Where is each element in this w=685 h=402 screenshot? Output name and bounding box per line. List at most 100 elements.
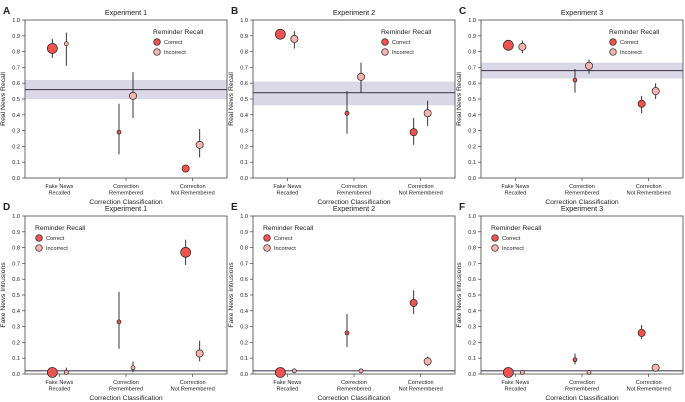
panel-c: C Experiment 3 0.0 0.1 0.2 0.3 0.4 0.5 0.6 0.7 0.8… (456, 6, 684, 206)
x-tick-label: Correction Not Remembered (627, 380, 671, 393)
x-tick-label: Fake News Recalled (45, 380, 73, 393)
data-point-correct (116, 129, 122, 135)
y-tick-label: 0.1 (240, 160, 248, 166)
legend-entry-incorrect: Incorrect (46, 246, 68, 252)
y-tick-label: 0.6 (468, 81, 476, 87)
x-tick-label: Correction Not Remembered (399, 184, 443, 197)
y-tick-label: 0.7 (240, 65, 248, 71)
y-tick-label: 0.0 (240, 176, 248, 182)
x-tick-label: Correction Remembered (109, 380, 143, 393)
y-tick-label: 0.2 (468, 340, 476, 346)
x-tick-label-line: Correction (408, 380, 434, 386)
data-point-incorrect (423, 357, 432, 366)
x-tick-label-line: Fake News (501, 380, 529, 386)
y-tick-label: 1.0 (240, 18, 248, 24)
x-tick-label-line: Correction (113, 380, 139, 386)
x-tick-label-line: Recalled (504, 387, 526, 393)
x-tick-label-line: Remembered (565, 191, 599, 197)
data-point-incorrect (291, 368, 297, 374)
data-point-correct (180, 246, 192, 258)
y-tick-label: 0.9 (240, 34, 248, 40)
data-point-incorrect (357, 72, 365, 81)
legend-entry-correct: Correct (392, 40, 411, 46)
y-tick-label: 0.8 (468, 246, 476, 252)
y-tick-label: 0.4 (12, 113, 20, 119)
y-axis-label: Fake News Intrusions (228, 262, 235, 328)
x-tick-label-line: Recalled (504, 191, 526, 197)
legend-entry-incorrect: Incorrect (392, 50, 414, 56)
x-tick-label: Fake News Recalled (45, 184, 73, 197)
x-tick-label-line: Not Remembered (171, 387, 215, 393)
y-tick-label: 1.0 (240, 214, 248, 220)
data-point-incorrect (586, 370, 592, 375)
panel-letter: C (459, 6, 466, 17)
x-tick-label-line: Not Remembered (627, 191, 671, 197)
legend-marker-incorrect (491, 244, 499, 252)
data-point-incorrect (129, 91, 137, 100)
y-tick-label: 0.5 (468, 97, 476, 103)
legend-marker-incorrect (609, 48, 617, 56)
x-axis-label: Correction Classification (89, 199, 163, 206)
y-tick-label: 0.2 (240, 144, 248, 150)
data-point-correct (344, 110, 350, 116)
panel-title: Experiment 3 (561, 204, 603, 213)
x-tick-label: Fake News Recalled (501, 380, 529, 393)
x-axis-label: Correction Classification (317, 199, 391, 206)
data-point-incorrect (63, 370, 69, 375)
x-tick-label-line: Remembered (337, 387, 371, 393)
y-axis-label: Fake News Intrusions (456, 262, 463, 328)
y-tick-label: 0.8 (240, 246, 248, 252)
y-tick-label: 0.0 (468, 372, 476, 378)
x-tick-label-line: Recalled (48, 387, 70, 393)
panel-a: A Experiment 1 0.0 0.1 0.2 0.3 0.4 0.5 0.6 0.7 0.8… (0, 6, 228, 206)
x-tick-label-line: Recalled (276, 191, 298, 197)
data-point-correct (572, 357, 578, 363)
legend-entry-incorrect: Incorrect (274, 246, 296, 252)
x-tick-label: Fake News Recalled (501, 184, 529, 197)
legend: Reminder Recall Correct Incorrect (381, 29, 432, 56)
legend: Reminder Recall Correct Incorrect (491, 225, 542, 252)
x-tick-label-line: Remembered (565, 387, 599, 393)
panel-letter: A (3, 6, 10, 17)
panel-title: Experiment 2 (333, 204, 375, 213)
data-point-correct (502, 39, 514, 51)
y-tick-label: 0.5 (468, 293, 476, 299)
legend-marker-correct (153, 38, 161, 46)
y-tick-label: 0.7 (468, 261, 476, 267)
y-tick-label: 1.0 (468, 214, 476, 220)
data-point-incorrect (518, 42, 527, 51)
panel-title: Experiment 1 (105, 204, 147, 213)
legend-title: Reminder Recall (263, 225, 314, 232)
y-tick-label: 0.9 (468, 230, 476, 236)
y-tick-label: 0.8 (12, 50, 20, 56)
legend-marker-correct (491, 234, 499, 242)
y-tick-label: 0.8 (468, 50, 476, 56)
y-tick-label: 0.3 (12, 325, 20, 331)
x-tick-label-line: Fake News (273, 380, 301, 386)
data-point-incorrect (651, 87, 660, 96)
legend-entry-correct: Correct (620, 40, 639, 46)
y-tick-label: 0.1 (12, 356, 20, 362)
legend-title: Reminder Recall (381, 29, 432, 36)
data-point-incorrect (130, 365, 136, 371)
panel-letter: E (231, 202, 238, 213)
y-tick-label: 0.9 (12, 230, 20, 236)
legend-entry-incorrect: Incorrect (620, 50, 642, 56)
x-tick-label: Correction Remembered (337, 184, 371, 197)
y-tick-label: 0.9 (240, 230, 248, 236)
legend-entry-correct: Correct (502, 236, 521, 242)
x-tick-label: Correction Remembered (565, 184, 599, 197)
data-point-correct (637, 99, 646, 108)
panel-e: E Experiment 2 0.0 0.1 0.2 0.3 0.4 0.5 0.6 0.7 0.8… (228, 202, 456, 402)
x-tick-label-line: Not Remembered (399, 387, 443, 393)
legend-entry-incorrect: Incorrect (502, 246, 524, 252)
x-tick-label-line: Not Remembered (627, 387, 671, 393)
y-tick-label: 0.4 (240, 113, 248, 119)
y-tick-label: 0.4 (468, 113, 476, 119)
data-point-incorrect (423, 109, 432, 118)
x-tick-label-line: Fake News (45, 184, 73, 190)
x-tick-label-line: Correction (341, 380, 367, 386)
x-tick-label-line: Fake News (273, 184, 301, 190)
y-tick-label: 0.7 (12, 261, 20, 267)
